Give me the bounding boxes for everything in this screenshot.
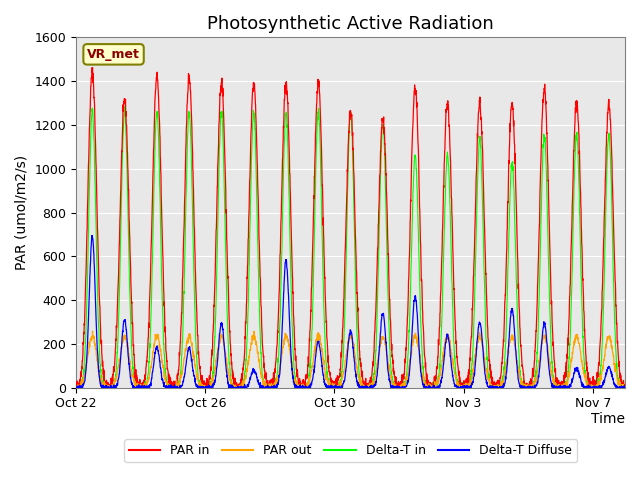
Title: Photosynthetic Active Radiation: Photosynthetic Active Radiation — [207, 15, 494, 33]
Y-axis label: PAR (umol/m2/s): PAR (umol/m2/s) — [15, 155, 29, 270]
Text: VR_met: VR_met — [87, 48, 140, 61]
Text: Time: Time — [591, 412, 625, 426]
Legend: PAR in, PAR out, Delta-T in, Delta-T Diffuse: PAR in, PAR out, Delta-T in, Delta-T Dif… — [124, 440, 577, 463]
